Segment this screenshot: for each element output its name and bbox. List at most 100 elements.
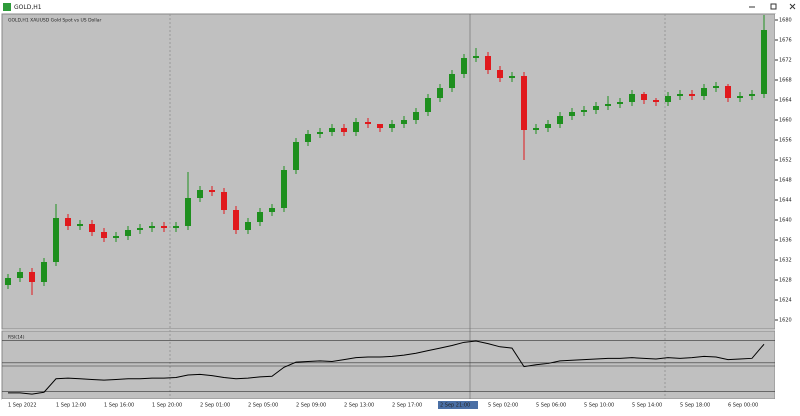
y-tick-label: 1632 — [779, 258, 792, 264]
time-axis — [2, 399, 775, 412]
candle-body — [725, 86, 731, 98]
candle-body — [437, 88, 443, 98]
y-tick-label: 1656 — [779, 138, 792, 144]
window-controls[interactable] — [749, 3, 796, 10]
candle-body — [221, 192, 227, 210]
chart-header: GOLD,H1 XAUUSD Gold Spot vs US Dollar — [8, 18, 102, 24]
candle-body — [101, 232, 107, 238]
indicator-pane — [1, 330, 776, 400]
candle-body — [125, 230, 131, 236]
candle-body — [41, 262, 47, 282]
candle-body — [293, 142, 299, 170]
x-tick-label: 2 Sep 09:00 — [296, 403, 326, 409]
y-tick-label: 1672 — [779, 58, 792, 64]
candle-body — [533, 128, 539, 130]
candle-body — [749, 94, 755, 96]
candle-body — [341, 128, 347, 132]
x-tick-label: 5 Sep 10:00 — [584, 403, 614, 409]
indicator-label: RSI(14) — [8, 335, 25, 341]
candle-body — [653, 100, 659, 102]
app-icon — [3, 3, 11, 11]
candle-body — [209, 190, 215, 192]
candle-body — [497, 70, 503, 78]
y-tick-label: 1668 — [779, 78, 792, 84]
y-tick-label: 1660 — [779, 118, 792, 124]
y-tick-label: 1648 — [779, 178, 792, 184]
y-tick-label: 1664 — [779, 98, 792, 104]
candle-body — [65, 218, 71, 226]
candle-body — [365, 122, 371, 124]
candle-body — [665, 96, 671, 102]
candle-body — [257, 212, 263, 222]
candle-body — [29, 272, 35, 282]
x-tick-label: 1 Sep 12:00 — [56, 403, 86, 409]
candle-body — [761, 30, 767, 94]
x-tick-label: 5 Sep 02:00 — [488, 403, 518, 409]
candle-body — [149, 226, 155, 228]
y-tick-label: 1628 — [779, 278, 792, 284]
y-tick-label: 1636 — [779, 238, 792, 244]
candle-body — [233, 210, 239, 230]
price-pane — [1, 13, 776, 330]
candle-body — [521, 76, 527, 130]
candle-body — [689, 94, 695, 96]
candle-body — [185, 198, 191, 226]
candle-body — [245, 222, 251, 230]
x-tick-label: 1 Sep 16:00 — [104, 403, 134, 409]
candle-body — [17, 272, 23, 278]
candle-body — [173, 226, 179, 228]
indicator-line — [8, 340, 765, 395]
candle-body — [77, 224, 83, 226]
candle-body — [593, 106, 599, 110]
candle-body — [197, 190, 203, 198]
candle-body — [5, 278, 11, 285]
candle-body — [281, 170, 287, 208]
window-title: GOLD,H1 — [14, 4, 42, 11]
x-tick-label: 5 Sep 14:00 — [632, 403, 662, 409]
y-tick-label: 1624 — [779, 298, 792, 304]
candle-body — [605, 104, 611, 106]
y-tick-label: 1652 — [779, 158, 792, 164]
x-tick-label: 2 Sep 05:00 — [248, 403, 278, 409]
candle-body — [161, 226, 167, 228]
candle-body — [581, 110, 587, 112]
candle-body — [377, 124, 383, 128]
candle-body — [509, 76, 515, 78]
candle-body — [473, 56, 479, 58]
x-tick-label: 1 Sep 2022 — [8, 403, 37, 409]
x-tick-label: 6 Sep 00:00 — [728, 403, 758, 409]
y-tick-label: 1640 — [779, 218, 792, 224]
candle-body — [713, 86, 719, 88]
candle-body — [737, 96, 743, 98]
candle-body — [329, 128, 335, 132]
y-tick-label: 1620 — [779, 318, 792, 324]
candle-body — [113, 236, 119, 238]
y-tick-label: 1680 — [779, 18, 792, 24]
candle-body — [353, 122, 359, 132]
candle-body — [617, 102, 623, 104]
cursor-time-box — [438, 401, 478, 409]
candle-body — [425, 98, 431, 112]
candle-body — [449, 74, 455, 88]
y-tick-label: 1644 — [779, 198, 792, 204]
candle-body — [89, 224, 95, 232]
candle-body — [401, 120, 407, 124]
candle-body — [53, 218, 59, 262]
x-tick-label: 2 Sep 13:00 — [344, 403, 374, 409]
candle-body — [545, 124, 551, 128]
candle-body — [137, 228, 143, 230]
candle-body — [641, 94, 647, 100]
candle-body — [557, 116, 563, 124]
price-axis — [775, 14, 800, 412]
candle-body — [461, 58, 467, 74]
title-bar — [0, 0, 800, 14]
x-tick-label: 5 Sep 06:00 — [536, 403, 566, 409]
candle-body — [569, 112, 575, 116]
y-tick-label: 1676 — [779, 38, 792, 44]
candle-body — [269, 208, 275, 212]
candle-body — [305, 134, 311, 142]
candle-body — [317, 132, 323, 134]
candle-body — [485, 56, 491, 70]
x-tick-label: 5 Sep 18:00 — [680, 403, 710, 409]
